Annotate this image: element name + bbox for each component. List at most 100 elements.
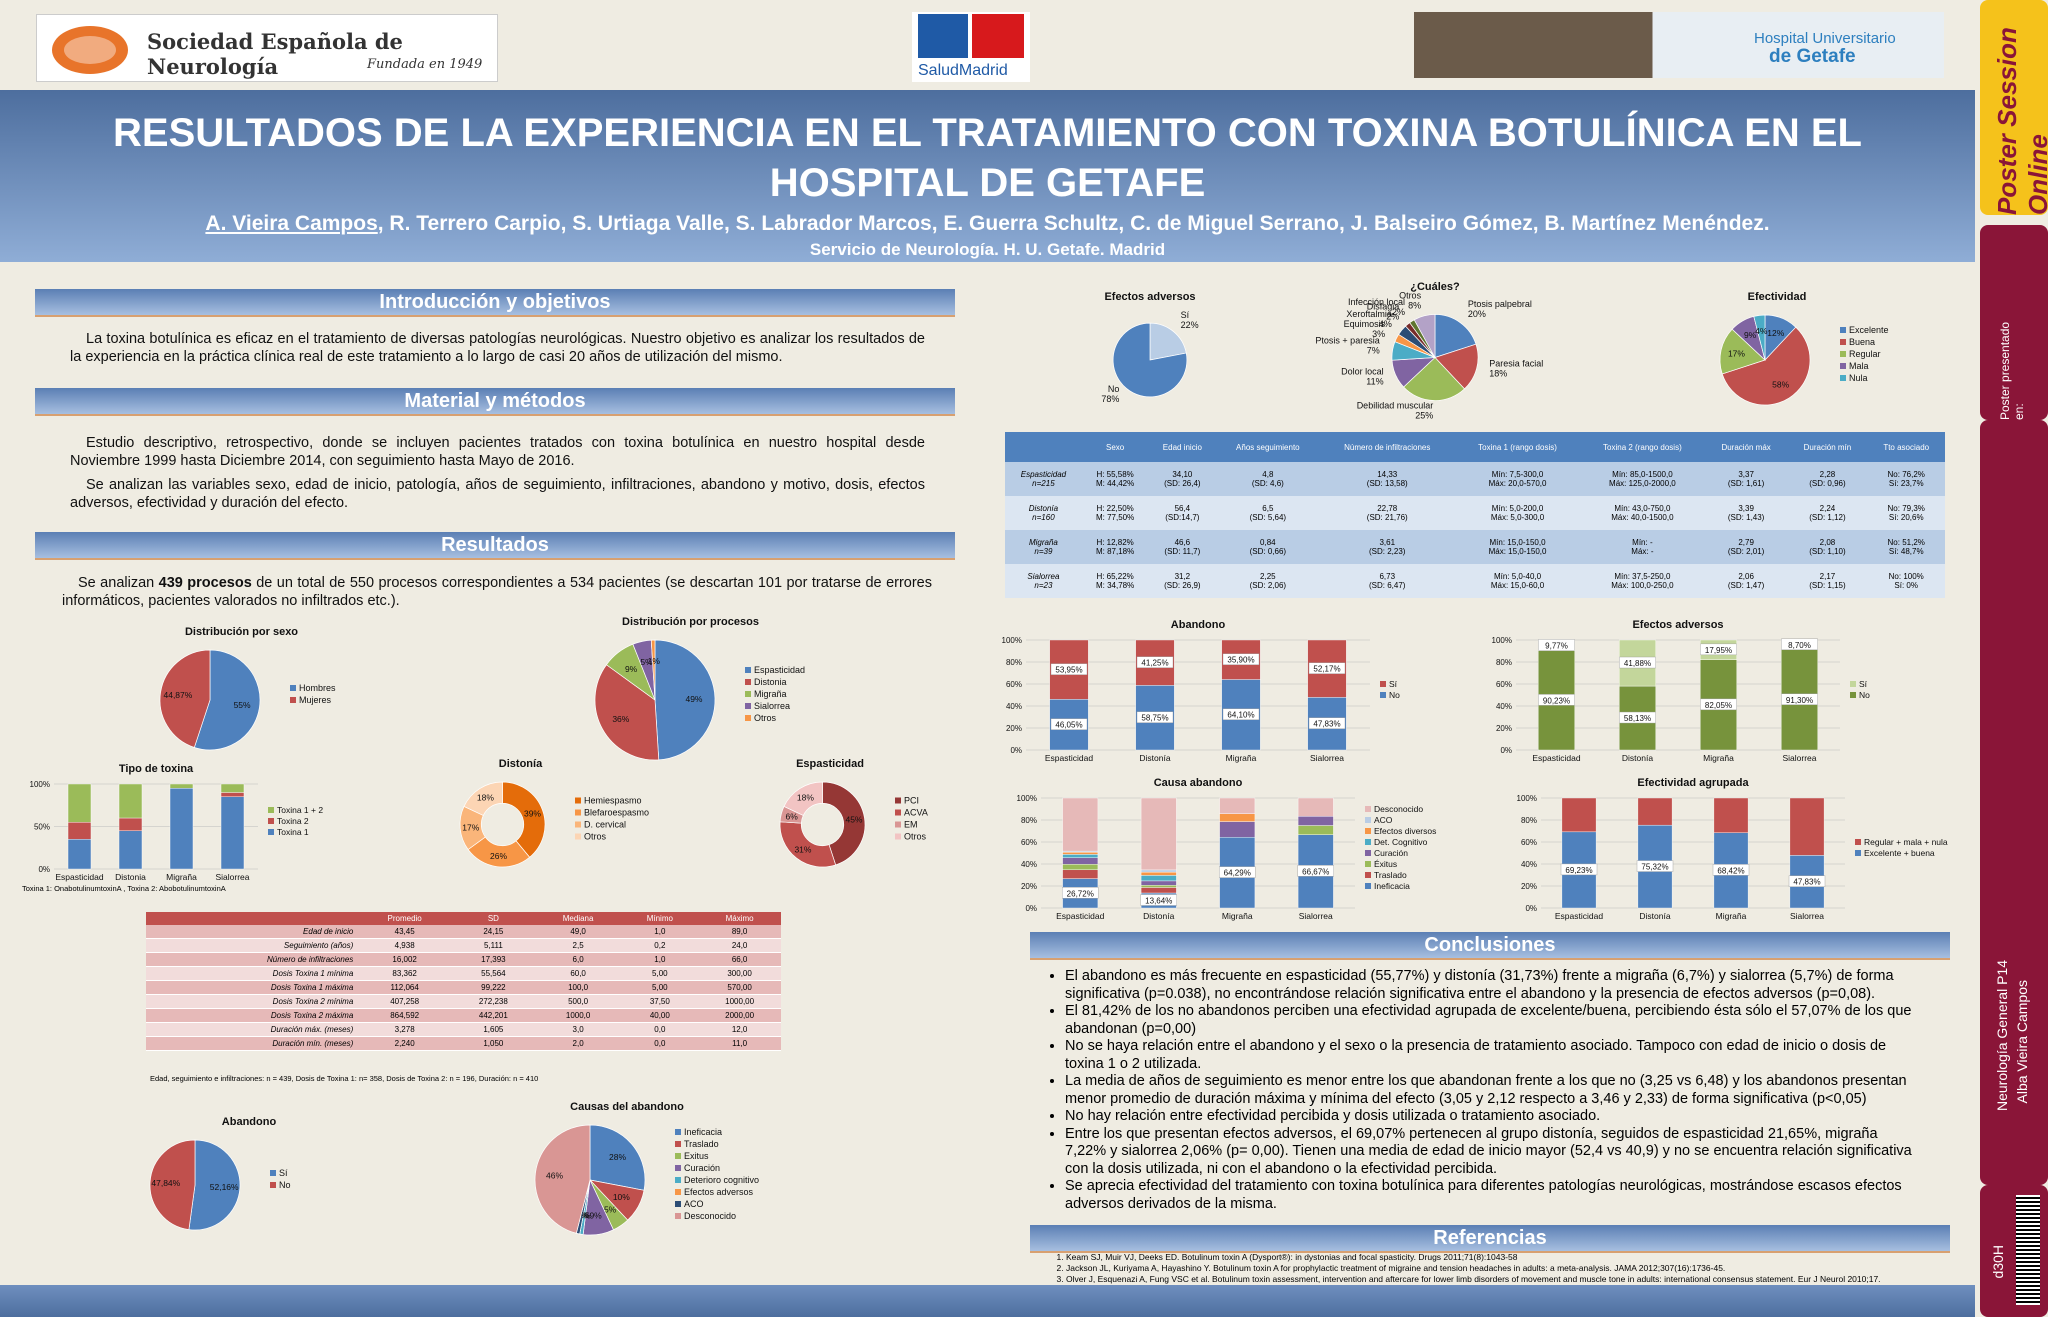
cell: 0,2 (621, 938, 699, 953)
chart: Distonía 39% 26% 17% 18% Hemiespasmo Blefaroes… (459, 758, 649, 868)
value-label: 58,75% (1141, 714, 1168, 723)
chart-title: Tipo de toxina (119, 763, 194, 775)
x-tick-label: Espasticidad (1532, 753, 1580, 763)
value-label: 17,95% (1705, 646, 1732, 655)
bullet-list: El abandono es más frecuente en espastic… (1045, 968, 1920, 1213)
cell: 4,8 (SD: 4,6) (1216, 462, 1320, 496)
society-name: Sociedad Española de Neurología (147, 29, 403, 79)
value-label: 26% (490, 851, 507, 861)
pie-slice (193, 649, 261, 751)
cell: 2,25 (SD: 2,06) (1216, 564, 1320, 598)
pie-slice (534, 1124, 591, 1234)
paragraph: Estudio descriptivo, retrospectivo, dond… (70, 435, 925, 469)
value-label: 44,87% (163, 690, 192, 700)
chart-title: Distribución por sexo (185, 626, 298, 638)
row: Dosis Toxina 2 máxima 864,592 442,201 1000,… (146, 1008, 781, 1023)
value-label: 52,17% (1313, 665, 1340, 674)
legend-swatch (1840, 351, 1846, 357)
legend-swatch (290, 697, 296, 703)
header-cell: Tto asociado (1867, 432, 1945, 462)
row: Espasticidad n=215 H: 55,58% M: 44,42% 34,… (1005, 462, 1945, 496)
x-tick-label: Espasticidad (55, 872, 103, 882)
value-label: 12% (1767, 328, 1784, 338)
row: Migraña n=39 H: 12,82% M: 87,18% 46,6 (SD:… (1005, 530, 1945, 564)
legend-swatch (1840, 339, 1846, 345)
cell: 3,37 (SD: 1,61) (1704, 462, 1788, 496)
group-table: Sexo Edad inicio Años seguimiento Número de… (1005, 432, 1945, 598)
cell: Duración máx. (meses) (146, 1022, 358, 1037)
pie-slice (1413, 314, 1436, 358)
value-label: 68,42% (1717, 866, 1744, 875)
label-box (1619, 656, 1656, 669)
value-label: 91,30% (1786, 696, 1813, 705)
cell: 24,0 (698, 938, 781, 953)
section-heading: Resultados (35, 532, 955, 560)
corner-cell (1005, 432, 1082, 462)
bar-segment (1219, 813, 1256, 822)
cell: 6,0 (534, 952, 622, 967)
first-author: A. Vieira Campos (205, 212, 378, 235)
value-label: 58% (1772, 380, 1789, 390)
header-row: Sexo Edad inicio Años seguimiento Número de… (1005, 432, 1945, 462)
header-cell: Duración máx (1704, 432, 1788, 462)
header-cell: Años seguimiento (1216, 432, 1320, 462)
legend-swatch (1840, 363, 1846, 369)
cell: 24,15 (452, 925, 535, 939)
legend-swatch (575, 797, 581, 804)
bullet: No hay relación entre efectividad percib… (1065, 1108, 1920, 1126)
y-tick-label: 20% (1021, 882, 1037, 891)
reference: Jackson JL, Kuriyama A, Hayashino Y. Bot… (1066, 1263, 1930, 1274)
bar-segment (118, 830, 143, 870)
reference-list: Keam SJ, Muir VJ, Deeks ED. Botulinum to… (1050, 1252, 1930, 1285)
legend-swatch (1380, 681, 1386, 687)
x-tick-label: Distonía (1139, 753, 1170, 763)
row: Seguimiento (años) 4,938 5,111 2,5 0,2 24,0 (146, 938, 781, 953)
value-label: 3% (1372, 329, 1385, 339)
brand: Poster Session Online (1992, 27, 2048, 215)
y-tick-label: 60% (1496, 680, 1512, 689)
header-cell: Mediana (534, 912, 622, 925)
pie-slice (188, 1139, 241, 1231)
label-box (1700, 698, 1737, 711)
legend-swatch (1380, 692, 1386, 698)
pie-slice (149, 1139, 196, 1230)
bar-segment (1140, 880, 1177, 886)
value-label: 45% (845, 815, 862, 825)
session: Neurología General P14 (1994, 960, 2010, 1111)
chart-title: Distonía (499, 758, 543, 770)
y-tick-label: 80% (1006, 658, 1022, 667)
table: Promedio SD Mediana Mínimo Máximo Edad de ini… (146, 912, 781, 1051)
cell: 0,0 (621, 1022, 699, 1037)
legend-label: Distonia (754, 677, 787, 687)
legend-label: Desconocido (1374, 804, 1423, 814)
cell: H: 65,22% M: 34,78% (1081, 564, 1149, 598)
cell: 66,0 (698, 952, 781, 967)
cell: 56,4 (SD:14,7) (1148, 496, 1217, 530)
paragraph: Se analizan las variables sexo, edad de … (70, 477, 925, 511)
legend-label: Otros (584, 832, 607, 842)
legend-label: Otros (754, 713, 777, 723)
other-authors: , R. Terrero Carpio, S. Urtiaga Valle, S… (377, 212, 1770, 235)
bar-segment (67, 839, 92, 870)
y-tick-label: 100% (1517, 794, 1537, 803)
legend-label: Sí (1389, 679, 1398, 689)
bar-segment (1140, 887, 1177, 894)
text: Se analizan (78, 575, 159, 591)
legend-swatch (1850, 692, 1856, 698)
value-label: 22% (1181, 320, 1199, 330)
cell: 2,28 (SD: 0,96) (1787, 462, 1868, 496)
hospital-logo: Hospital Universitario de Getafe (1414, 12, 1944, 78)
x-tick-label: Distonía (1143, 911, 1174, 921)
y-tick-label: 100% (1002, 636, 1022, 645)
cell: 16,002 (357, 952, 452, 967)
cell: 3,39 (SD: 1,43) (1704, 496, 1788, 530)
chart-title: Efectividad (1748, 291, 1807, 303)
legend-label: Sí (279, 1168, 288, 1178)
x-tick-label: Espasticidad (1555, 911, 1603, 921)
methods-text: Estudio descriptivo, retrospectivo, dond… (70, 434, 925, 518)
cell: Espasticidad n=215 (1005, 462, 1082, 496)
header-cell: SD (452, 912, 535, 925)
cell: 2,24 (SD: 1,12) (1787, 496, 1868, 530)
cell: 1,050 (452, 1036, 535, 1051)
